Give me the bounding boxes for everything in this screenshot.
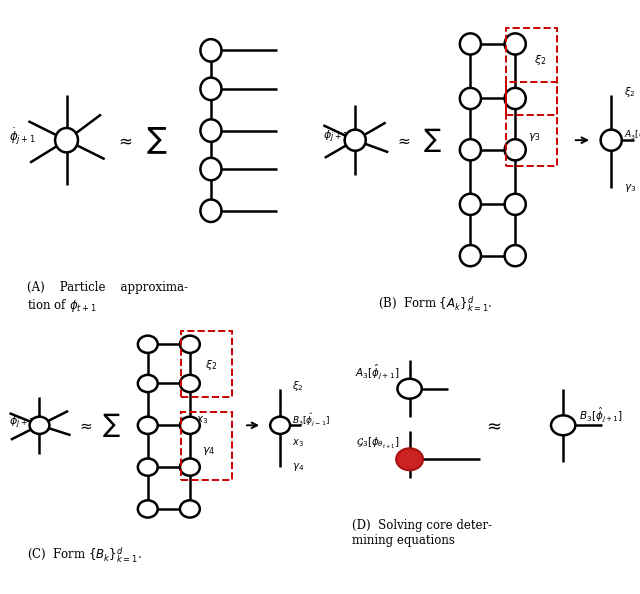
Text: $x_3$: $x_3$ [292, 438, 304, 450]
Text: $B_3[\hat{\phi}_{j+1}]$: $B_3[\hat{\phi}_{j+1}]$ [579, 406, 623, 424]
Circle shape [270, 416, 290, 434]
Circle shape [551, 415, 575, 435]
Circle shape [505, 245, 526, 266]
Bar [506, 83, 557, 166]
Circle shape [138, 375, 157, 392]
Circle shape [460, 194, 481, 215]
Text: $\dot{\phi}_{j+1}$: $\dot{\phi}_{j+1}$ [10, 127, 36, 147]
Text: $\phi_{j+1}$: $\phi_{j+1}$ [323, 129, 349, 145]
Circle shape [180, 500, 200, 517]
Circle shape [200, 200, 221, 222]
Circle shape [460, 33, 481, 55]
Text: $\approx$: $\approx$ [483, 416, 502, 434]
Circle shape [138, 336, 157, 353]
Text: $x_3$: $x_3$ [196, 414, 209, 426]
Text: $\xi_2$: $\xi_2$ [205, 358, 218, 372]
Text: $\approx$: $\approx$ [77, 418, 93, 433]
Circle shape [29, 416, 49, 434]
Text: $\gamma_3$: $\gamma_3$ [528, 131, 541, 143]
Text: (B)  Form $\{A_k\}_{k=1}^d$.: (B) Form $\{A_k\}_{k=1}^d$. [378, 294, 492, 314]
Circle shape [601, 129, 622, 151]
Circle shape [200, 78, 221, 100]
Circle shape [505, 194, 526, 215]
Bar [181, 412, 232, 480]
Text: $\xi_2$: $\xi_2$ [534, 53, 547, 67]
Circle shape [505, 139, 526, 160]
Circle shape [460, 139, 481, 160]
Circle shape [344, 129, 366, 151]
Text: $\gamma_4$: $\gamma_4$ [292, 461, 305, 473]
Text: (C)  Form $\{B_k\}_{k=1}^d$.: (C) Form $\{B_k\}_{k=1}^d$. [28, 545, 142, 565]
Circle shape [138, 500, 157, 517]
Circle shape [180, 459, 200, 476]
Text: $\sum$: $\sum$ [422, 126, 442, 154]
Circle shape [460, 88, 481, 109]
Text: $\mathcal{G}_3[\phi_{\theta_{t+1}}]$: $\mathcal{G}_3[\phi_{\theta_{t+1}}]$ [356, 437, 400, 451]
Circle shape [180, 375, 200, 392]
Bar [181, 331, 232, 397]
Circle shape [180, 416, 200, 434]
Text: $B_3[\hat{\phi}_{j-1}]$: $B_3[\hat{\phi}_{j-1}]$ [292, 412, 331, 428]
Circle shape [505, 33, 526, 55]
Circle shape [55, 128, 78, 153]
Text: $\xi_2$: $\xi_2$ [292, 379, 304, 393]
Circle shape [460, 245, 481, 266]
Text: (A)    Particle    approxima-
tion of $\phi_{t+1}$: (A) Particle approxima- tion of $\phi_{t… [28, 282, 188, 314]
Circle shape [505, 88, 526, 109]
Text: $\gamma_4$: $\gamma_4$ [202, 446, 215, 457]
Text: $\xi_2$: $\xi_2$ [624, 85, 636, 99]
Circle shape [397, 379, 422, 399]
Text: $\sum$: $\sum$ [146, 125, 168, 156]
Text: $\phi_{j+1}$: $\phi_{j+1}$ [10, 415, 35, 431]
Circle shape [138, 416, 157, 434]
Circle shape [396, 448, 423, 470]
Text: $\gamma_3$: $\gamma_3$ [624, 182, 636, 194]
Circle shape [180, 336, 200, 353]
Text: $\sum$: $\sum$ [102, 411, 121, 440]
Text: $A_3[\hat{\phi}_{j+1}]$: $A_3[\hat{\phi}_{j+1}]$ [624, 125, 640, 142]
Bar [506, 28, 557, 115]
Text: (D)  Solving core deter-
mining equations: (D) Solving core deter- mining equations [352, 519, 492, 548]
Text: $A_3[\hat{\phi}_{j+1}]$: $A_3[\hat{\phi}_{j+1}]$ [355, 362, 400, 381]
Circle shape [200, 39, 221, 62]
Text: $\approx$: $\approx$ [115, 131, 132, 149]
Text: $\approx$: $\approx$ [395, 132, 412, 148]
Circle shape [200, 119, 221, 142]
Circle shape [200, 158, 221, 181]
Circle shape [138, 459, 157, 476]
